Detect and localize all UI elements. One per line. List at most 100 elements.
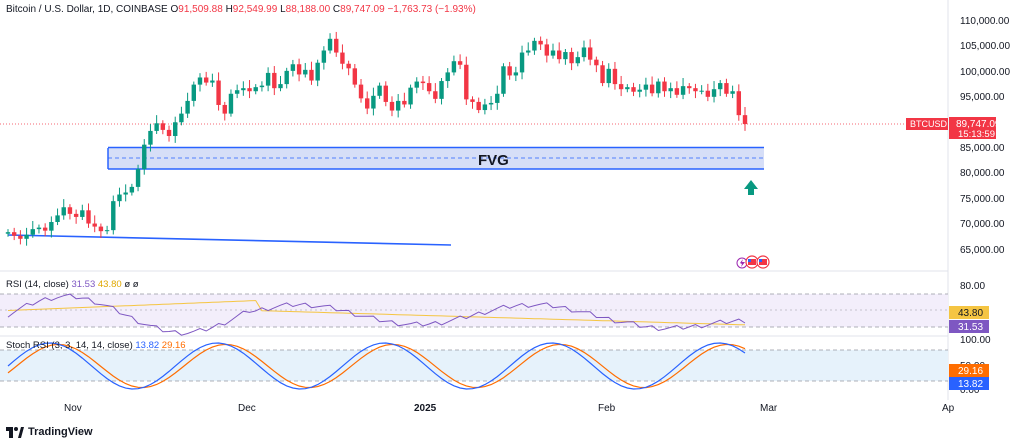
candle-body	[395, 100, 401, 111]
price-tick: 80,000.00	[960, 168, 1005, 179]
change-value: −1,763.73 (−1.93%)	[387, 4, 476, 15]
candle-body	[111, 201, 116, 231]
candle-body	[247, 88, 252, 92]
fvg-label: FVG	[478, 152, 509, 169]
candle-body	[241, 88, 246, 91]
rsi-badge	[949, 320, 989, 333]
stoch-d-value: 29.16	[161, 340, 186, 351]
time-axis[interactable]: Nov Dec 2025 Feb Mar Ap	[64, 403, 955, 414]
ticker-tag-text: BTCUSD	[910, 119, 948, 129]
candle-body	[365, 98, 370, 109]
stoch-axis-bottom: 0.00	[960, 385, 980, 396]
candle-body	[42, 227, 48, 231]
time-tick: Ap	[942, 403, 955, 414]
candle-body	[154, 123, 159, 131]
candle-body	[557, 50, 562, 60]
candle-body	[476, 101, 481, 111]
candle-body	[389, 101, 395, 111]
rsi-band	[0, 294, 948, 327]
candle-body	[371, 95, 376, 109]
candle-body	[296, 64, 302, 75]
last-price-badge	[949, 117, 996, 139]
candle-body	[507, 66, 512, 76]
candle-body	[36, 227, 42, 230]
candle-body	[408, 87, 413, 105]
candle-body	[600, 65, 605, 84]
na-icon: ø ø	[124, 279, 139, 290]
candle-body	[699, 90, 704, 92]
candle-body	[519, 52, 525, 73]
candle-body	[203, 77, 209, 83]
tradingview-logo[interactable]: TradingView	[6, 426, 93, 438]
rsi-legend[interactable]: RSI (14, close) 31.53 43.80 ø ø	[6, 279, 139, 290]
candle-body	[742, 115, 748, 125]
candle-body	[711, 89, 717, 97]
candle-body	[464, 64, 469, 100]
price-axis[interactable]: 110,000.00 105,000.00 100,000.00 95,000.…	[960, 16, 1010, 256]
candle-body	[718, 83, 723, 90]
candle-body	[482, 104, 488, 111]
candle-body	[327, 38, 333, 51]
candle-body	[278, 84, 283, 89]
candle-body	[234, 90, 240, 94]
trendline[interactable]	[7, 234, 452, 246]
candle-body	[612, 68, 618, 85]
candle-body	[104, 230, 110, 232]
stoch-d-badge	[949, 364, 989, 377]
candle-body	[358, 84, 364, 99]
candle-body	[98, 226, 104, 232]
brand-name: TradingView	[28, 426, 93, 438]
rsi-badge-text: 31.53	[958, 322, 983, 333]
events-icon[interactable]	[736, 255, 770, 269]
price-tick: 100,000.00	[960, 67, 1010, 78]
rsi-line	[7, 293, 746, 336]
up-arrow-icon[interactable]	[744, 180, 758, 195]
candle-body	[272, 72, 277, 89]
candle-body	[594, 59, 599, 66]
low-label: L	[280, 4, 286, 15]
candle-body	[290, 64, 296, 71]
candle-body	[222, 104, 227, 114]
stoch-k-badge	[949, 377, 989, 390]
candle-body	[228, 93, 234, 114]
candle-body	[631, 87, 636, 92]
price-tick: 110,000.00	[960, 16, 1010, 27]
candle-body	[49, 222, 54, 231]
fvg-zone[interactable]	[108, 148, 764, 169]
candle-body	[649, 84, 655, 94]
price-tick: 105,000.00	[960, 41, 1010, 52]
candle-body	[166, 129, 172, 137]
high-value: 92,549.99	[232, 4, 278, 15]
candle-body	[724, 83, 729, 94]
candle-body	[643, 84, 649, 90]
candle-body	[92, 223, 97, 227]
candlesticks	[5, 31, 748, 246]
candle-body	[383, 85, 388, 102]
rsi-ma-value: 43.80	[97, 279, 122, 290]
candle-body	[668, 88, 673, 92]
candle-body	[160, 123, 166, 130]
candle-countdown: 15:13:59	[958, 129, 995, 140]
candle-body	[5, 232, 11, 234]
stoch-k-value: 13.82	[135, 340, 160, 351]
symbol-legend[interactable]: Bitcoin / U.S. Dollar, 1D, COINBASE O91,…	[6, 4, 476, 15]
candle-body	[538, 40, 543, 45]
rsi-ma-line	[7, 300, 746, 326]
rsi-value: 31.53	[71, 279, 96, 290]
price-tick: 65,000.00	[960, 245, 1005, 256]
candle-body	[259, 85, 265, 88]
candle-body	[253, 87, 258, 92]
candle-body	[687, 86, 692, 89]
candle-body	[575, 57, 580, 64]
candle-body	[705, 90, 711, 97]
candle-body	[142, 144, 147, 170]
candle-body	[148, 130, 153, 145]
candle-body	[693, 88, 698, 92]
last-price-value: 89,747.09	[956, 119, 1001, 130]
candle-body	[86, 210, 91, 224]
stoch-legend[interactable]: Stoch RSI (3, 3, 14, 14, close) 13.82 29…	[6, 340, 186, 351]
candle-body	[55, 215, 60, 223]
candle-body	[488, 102, 494, 105]
price-tick: 95,000.00	[960, 92, 1005, 103]
